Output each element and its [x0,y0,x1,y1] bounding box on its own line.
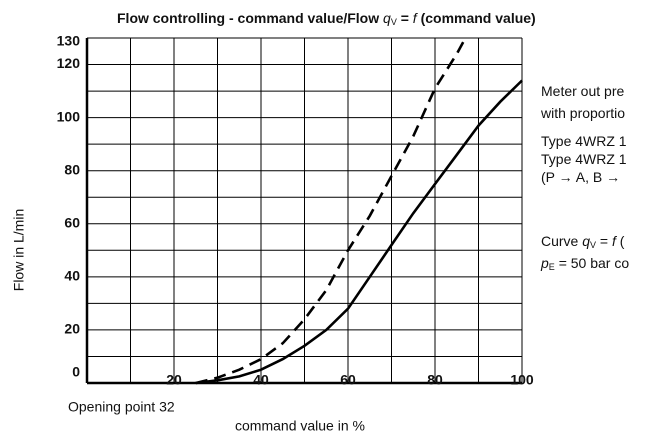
text: with proportio [540,105,625,121]
text-part: Meter out pre [541,83,624,99]
text-part: V [590,240,596,250]
chart-title: Flow controlling - command value/Flow qV… [117,10,536,28]
text: Type 4WRZ 1 [541,133,627,149]
text: Meter out pre [541,83,624,99]
x-tick-label: 100 [510,372,534,388]
x-tick-label: 60 [340,372,356,388]
y-tick-label: 40 [64,268,80,284]
y-tick-label: 60 [64,214,80,230]
text-part: V [391,17,397,27]
y-tick-label: 0 [72,364,80,380]
text-part: f [413,10,419,26]
y-tick-label: 80 [64,161,80,177]
text: Type 4WRZ 1 [541,151,627,167]
y-tick-label: 100 [57,108,81,124]
text-part: q [383,10,391,26]
text-part: (command value) [417,10,536,26]
text-part: Type 4WRZ 1 [541,151,627,167]
x-axis-label: command value in % [235,418,365,434]
text-part: = [596,233,612,249]
text-part: ( [616,233,625,249]
y-tick-label: 20 [64,321,80,337]
text-part: with proportio [540,105,625,121]
text-part: Flow controlling - command value/Flow [117,10,383,26]
text-part: Curve [541,233,582,249]
text-part: E [549,262,555,272]
series-line [195,79,523,385]
series-line [195,37,467,385]
text: Curve qV = f ( [541,233,625,251]
text-part: q [582,233,590,249]
text: pE = 50 bar co [540,255,629,273]
text-part: Type 4WRZ 1 [541,133,627,149]
y-axis-label: Flow in L/min [11,209,27,291]
y-tick-label: 120 [57,55,81,71]
annotation: Opening point 32 [68,399,175,415]
text-part: (P → A, B → [541,169,620,185]
x-tick-label: 20 [166,372,182,388]
x-tick-label: 40 [253,372,269,388]
text-part: = [397,10,413,26]
y-tick-label: 130 [57,33,81,49]
text-part: = 50 bar co [555,255,630,271]
text: (P → A, B → [541,169,620,185]
x-tick-label: 80 [427,372,443,388]
text-part: f [612,233,618,249]
text-part: p [540,255,549,271]
